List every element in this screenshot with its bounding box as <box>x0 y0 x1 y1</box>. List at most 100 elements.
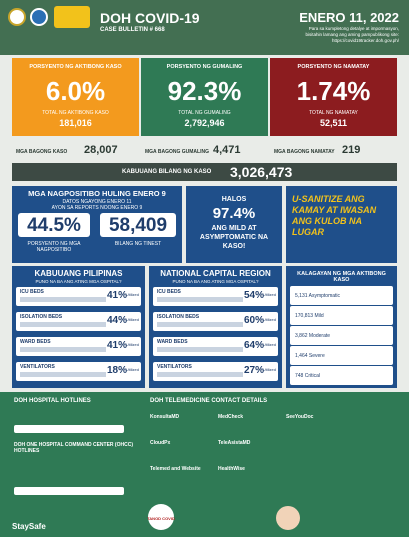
row-note: Utilized <box>125 367 139 372</box>
telemed-item: SeeYouDoc <box>286 414 314 420</box>
testing-sub: DATOS NGAYONG ENERO 11 <box>62 199 132 205</box>
summary-total-label: TOTAL NG AKTIBONG KASO <box>42 110 109 116</box>
row-bar <box>20 297 106 302</box>
hospital-row: ISOLATION BEDS 44% Utilized <box>16 312 141 331</box>
telemed-item: KonsultaMD <box>150 414 180 420</box>
summary-percent: 1.74% <box>296 76 371 106</box>
summary-total: 52,511 <box>319 118 348 128</box>
status-row: 748 Critical <box>290 366 393 385</box>
mild-value: 97.4% <box>212 205 256 222</box>
row-note: Utilized <box>125 292 139 297</box>
new-label: MGA BAGONG KASO <box>16 149 68 155</box>
row-note: Utilized <box>262 367 276 372</box>
row-label: ISOLATION BEDS <box>157 314 200 320</box>
testing-panel: MGA NAGPOSITIBO HULING ENERO 9 DATOS NGA… <box>12 186 182 263</box>
card: 58,409 <box>100 213 176 237</box>
logo <box>8 8 26 26</box>
summary-label: PORSYENTO NG NAMATAY <box>297 64 370 70</box>
row-note: Utilized <box>262 342 276 347</box>
reminder: U-SANITIZE ANG KAMAY AT IWASAN ANG KULOB… <box>292 194 377 237</box>
new-label: MGA BAGONG GUMALING <box>145 149 209 155</box>
status-row: 3,862 Moderate <box>290 326 393 345</box>
row-label: ICU BEDS <box>157 289 181 295</box>
hospital-title: KABUUANG PILIPINAS <box>34 269 123 278</box>
summary-label: PORSYENTO NG AKTIBONG KASO <box>29 64 122 70</box>
row-value: 41% <box>106 340 127 351</box>
reminder-panel: U-SANITIZE ANG KAMAY AT IWASAN ANG KULOB… <box>286 186 397 263</box>
hospital-row: ICU BEDS 41% Utilized <box>16 287 141 306</box>
row-label: WARD BEDS <box>20 339 51 345</box>
status-row: 1,464 Severe <box>290 346 393 365</box>
hospital-title: NATIONAL CAPITAL REGION <box>160 269 271 278</box>
hospital-panel: NATIONAL CAPITAL REGION PUNO NA BA ANG AT… <box>149 266 282 388</box>
summary-total-label: TOTAL NG NAMATAY <box>309 110 358 116</box>
row-bar <box>157 372 243 377</box>
staysafe: StaySafe <box>12 522 46 531</box>
status-title: KALAGAYAN NG MGA AKTIBONG KASO <box>297 271 386 283</box>
hospital-subtitle: PUNO NA BA ANG ATING MGA OSPITAL? <box>172 279 259 284</box>
row-note: Utilized <box>125 342 139 347</box>
row-bar <box>157 347 243 352</box>
hospital-row: ICU BEDS 54% Utilized <box>153 287 278 306</box>
telemed-item: HealthWise <box>218 466 245 472</box>
row-value: 18% <box>106 365 127 376</box>
positivity: 44.5% <box>27 215 81 236</box>
logo <box>54 6 90 28</box>
hospital-subtitle: PUNO NA BA ANG ATING MGA OSPITAL? <box>35 279 122 284</box>
ohcc-button[interactable] <box>14 487 124 495</box>
row-label: VENTILATORS <box>157 364 192 370</box>
hotlines-title: DOH HOSPITAL HOTLINES <box>14 398 91 404</box>
total-value: 3,026,473 <box>230 164 293 180</box>
tanod-logo <box>148 504 174 530</box>
summary-total-label: TOTAL NG GUMALING <box>178 110 231 116</box>
row-bar <box>157 322 243 327</box>
testing-sub: AYON SA REPORTS NOONG ENERO 9 <box>51 205 143 211</box>
mild-pre: HALOS <box>221 196 247 203</box>
new-value: 28,007 <box>84 144 118 156</box>
total-band: KABUUANG BILANG NG KASO 3,026,473 <box>12 163 397 181</box>
summary-percent: 92.3% <box>167 76 242 106</box>
tested: 58,409 <box>108 215 168 236</box>
row-note: Utilized <box>262 292 276 297</box>
summary-total: 181,016 <box>59 118 92 128</box>
hospital-row: ISOLATION BEDS 60% Utilized <box>153 312 278 331</box>
hospital-row: VENTILATORS 18% Utilized <box>16 362 141 381</box>
row-value: 64% <box>243 340 264 351</box>
note: Para sa kumpletong detalye at impormasyo… <box>308 26 399 31</box>
row-bar <box>20 372 106 377</box>
hospital-row: WARD BEDS 41% Utilized <box>16 337 141 356</box>
note: bisitahin lamang ang aming pampublikong … <box>305 32 399 37</box>
row-note: Utilized <box>125 317 139 322</box>
summary-total: 2,792,946 <box>184 118 225 128</box>
total-label: KABUUANG BILANG NG KASO <box>122 169 212 175</box>
telemed-item: CloudPx <box>150 440 171 446</box>
row-label: VENTILATORS <box>20 364 55 370</box>
hospital-row: VENTILATORS 27% Utilized <box>153 362 278 381</box>
row-value: 41% <box>106 290 127 301</box>
row-value: 54% <box>243 290 264 301</box>
tested-label: BILANG NG TINEST <box>114 241 162 247</box>
summary-box: PORSYENTO NG NAMATAY 1.74% TOTAL NG NAMATA… <box>270 58 397 136</box>
testing-title: MGA NAGPOSITIBO HULING ENERO 9 <box>28 189 166 198</box>
mild-panel: HALOS 97.4% ANG MILD AT ASYMPTOMATIC NA … <box>186 186 282 263</box>
summary-box: PORSYENTO NG GUMALING 92.3% TOTAL NG GUMAL… <box>141 58 268 136</box>
row-label: ISOLATION BEDS <box>20 314 63 320</box>
date: ENERO 11, 2022 <box>299 10 399 25</box>
row-value: 27% <box>243 365 264 376</box>
row-value: 44% <box>106 315 127 326</box>
new-value: 219 <box>342 144 361 156</box>
card: 44.5% <box>18 213 90 237</box>
note: https://covid19tracker.doh.gov.ph/ <box>332 38 399 43</box>
footer: DOH HOSPITAL HOTLINES DOH ONE HOSPITAL C… <box>0 392 409 537</box>
summary-label: PORSYENTO NG GUMALING <box>166 64 243 70</box>
row-bar <box>20 322 106 327</box>
avatar <box>276 506 300 530</box>
hospital-panel: KABUUANG PILIPINAS PUNO NA BA ANG ATING M… <box>12 266 145 388</box>
logo <box>30 8 48 26</box>
status-row: 5,131 Asymptomatic <box>290 286 393 305</box>
status-row: 170,813 Mild <box>290 306 393 325</box>
tanod: TANOD COVID <box>147 516 175 521</box>
hotline-button[interactable] <box>14 425 124 433</box>
hospital-row: WARD BEDS 64% Utilized <box>153 337 278 356</box>
